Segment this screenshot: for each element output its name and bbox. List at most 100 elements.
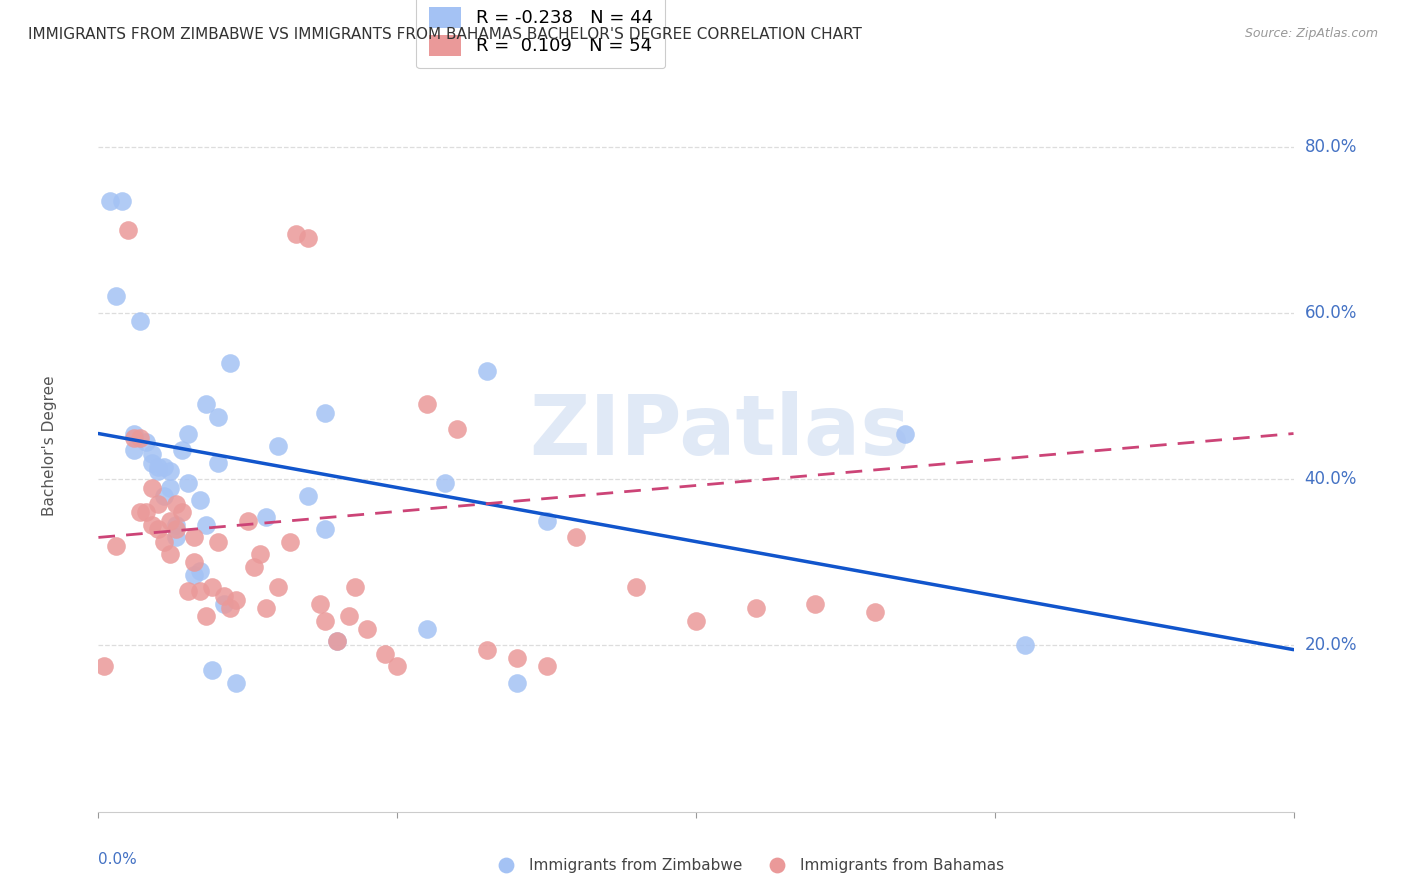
Point — [243, 559, 266, 574]
Point — [195, 397, 218, 411]
Point — [745, 601, 768, 615]
Point — [506, 651, 529, 665]
Point — [201, 580, 224, 594]
Point — [254, 601, 277, 615]
Point — [195, 609, 218, 624]
Point — [124, 426, 146, 441]
Point — [141, 456, 163, 470]
Point — [344, 580, 367, 594]
Text: 40.0%: 40.0% — [1305, 470, 1357, 488]
Point — [124, 431, 146, 445]
Point — [129, 431, 152, 445]
Point — [111, 194, 134, 208]
Point — [195, 518, 218, 533]
Point — [105, 539, 128, 553]
Point — [766, 858, 789, 872]
Point — [165, 518, 187, 533]
Point — [129, 314, 152, 328]
Point — [308, 597, 330, 611]
Point — [284, 227, 307, 241]
Point — [188, 584, 211, 599]
Point — [207, 409, 229, 424]
Point — [446, 422, 468, 436]
Point — [219, 356, 242, 370]
Point — [626, 580, 648, 594]
Point — [326, 634, 349, 648]
Point — [141, 447, 163, 461]
Point — [159, 514, 181, 528]
Text: Immigrants from Bahamas: Immigrants from Bahamas — [800, 858, 1004, 873]
Point — [565, 530, 588, 544]
Text: Source: ZipAtlas.com: Source: ZipAtlas.com — [1244, 27, 1378, 40]
Point — [297, 489, 319, 503]
Point — [536, 659, 558, 673]
Point — [249, 547, 271, 561]
Point — [374, 647, 396, 661]
Point — [416, 397, 439, 411]
Point — [159, 481, 181, 495]
Point — [219, 601, 242, 615]
Point — [385, 659, 409, 673]
Point — [141, 518, 163, 533]
Point — [475, 642, 498, 657]
Point — [177, 426, 200, 441]
Point — [165, 530, 187, 544]
Point — [105, 289, 128, 303]
Point — [148, 497, 170, 511]
Point — [172, 443, 194, 458]
Point — [207, 534, 229, 549]
Point — [894, 426, 917, 441]
Text: IMMIGRANTS FROM ZIMBABWE VS IMMIGRANTS FROM BAHAMAS BACHELOR'S DEGREE CORRELATIO: IMMIGRANTS FROM ZIMBABWE VS IMMIGRANTS F… — [28, 27, 862, 42]
Point — [153, 489, 176, 503]
Point — [153, 459, 176, 474]
Point — [326, 634, 349, 648]
Point — [685, 614, 707, 628]
Point — [117, 223, 139, 237]
Point — [183, 567, 205, 582]
Point — [416, 622, 439, 636]
Point — [475, 364, 498, 378]
Point — [148, 459, 170, 474]
Point — [124, 443, 146, 458]
Point — [1014, 639, 1036, 653]
Point — [188, 493, 211, 508]
Point — [225, 676, 247, 690]
Point — [98, 194, 122, 208]
Text: 60.0%: 60.0% — [1305, 304, 1357, 322]
Point — [267, 439, 290, 453]
Point — [339, 609, 361, 624]
Text: 0.0%: 0.0% — [98, 852, 138, 867]
Point — [135, 434, 157, 449]
Point — [159, 464, 181, 478]
Point — [236, 514, 259, 528]
Point — [212, 597, 235, 611]
Point — [315, 614, 337, 628]
Point — [804, 597, 827, 611]
Point — [201, 664, 224, 678]
Point — [536, 514, 558, 528]
Text: Immigrants from Zimbabwe: Immigrants from Zimbabwe — [530, 858, 742, 873]
Point — [141, 481, 163, 495]
Point — [212, 589, 235, 603]
Point — [506, 676, 529, 690]
Point — [129, 506, 152, 520]
Point — [183, 530, 205, 544]
Y-axis label: Bachelor's Degree: Bachelor's Degree — [42, 376, 56, 516]
Point — [495, 858, 517, 872]
Point — [93, 659, 115, 673]
Point — [148, 464, 170, 478]
Point — [153, 534, 176, 549]
Point — [225, 592, 247, 607]
Point — [865, 605, 887, 619]
Point — [172, 506, 194, 520]
Point — [165, 522, 187, 536]
Point — [297, 231, 319, 245]
Point — [315, 522, 337, 536]
Point — [177, 584, 200, 599]
Text: ZIPatlas: ZIPatlas — [530, 391, 910, 472]
Point — [207, 456, 229, 470]
Point — [159, 547, 181, 561]
Point — [278, 534, 301, 549]
Point — [177, 476, 200, 491]
Point — [183, 555, 205, 569]
